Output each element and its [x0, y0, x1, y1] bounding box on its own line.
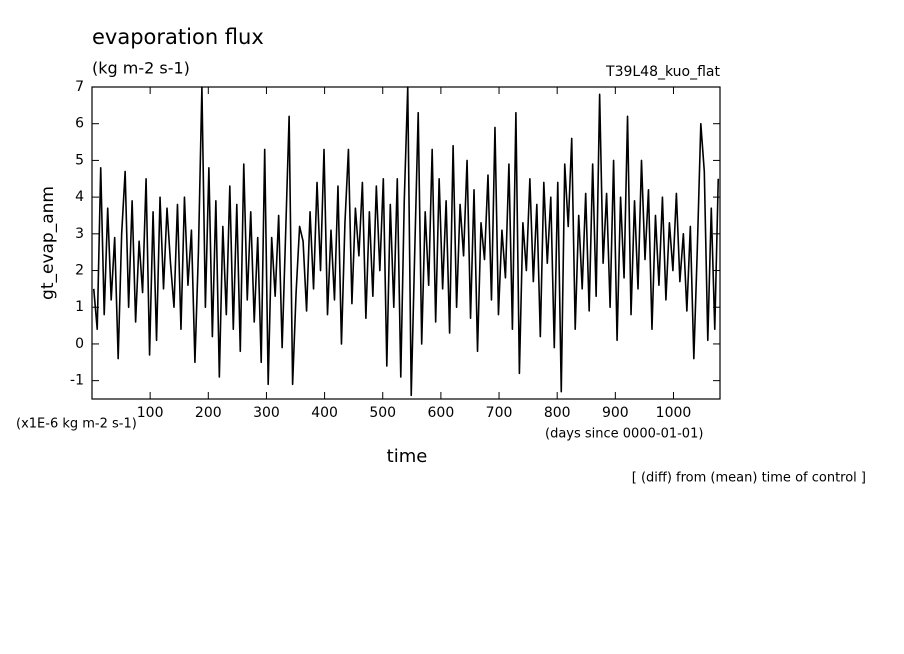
y-tick-label: 0: [75, 336, 84, 352]
x-tick-label: 400: [311, 405, 338, 421]
y-tick-label: 2: [75, 263, 84, 279]
x-tick-label: 200: [195, 405, 222, 421]
y-axis-label: gt_evap_anm: [38, 186, 58, 300]
x-tick-label: 700: [486, 405, 513, 421]
y-units: (x1E-6 kg m-2 s-1): [16, 417, 137, 432]
y-tick-label: 1: [75, 299, 84, 315]
x-tick-label: 1000: [656, 405, 692, 421]
y-tick-label: 4: [75, 189, 84, 205]
data-line: [92, 86, 720, 397]
x-tick-label: 300: [253, 405, 280, 421]
x-tick-label: 500: [369, 405, 396, 421]
x-axis-label: time: [387, 446, 428, 467]
y-tick-label: -1: [70, 373, 84, 389]
x-tick-label: 800: [544, 405, 571, 421]
y-tick-label: 5: [75, 152, 84, 168]
chart-title: evaporation flux: [92, 25, 264, 49]
y-tick-label: 3: [75, 226, 84, 242]
x-tick-label: 100: [137, 405, 164, 421]
plot-frame: [91, 86, 721, 400]
x-units: (days since 0000-01-01): [545, 427, 703, 442]
run-label: T39L48_kuo_flat: [605, 64, 720, 80]
chart-subtitle: (kg m-2 s-1): [92, 59, 190, 78]
note: [ (diff) from (mean) time of control ]: [632, 471, 866, 486]
y-tick-label: 6: [75, 116, 84, 132]
y-tick-label: 7: [75, 79, 84, 95]
x-tick-label: 600: [428, 405, 455, 421]
x-tick-label: 900: [602, 405, 629, 421]
